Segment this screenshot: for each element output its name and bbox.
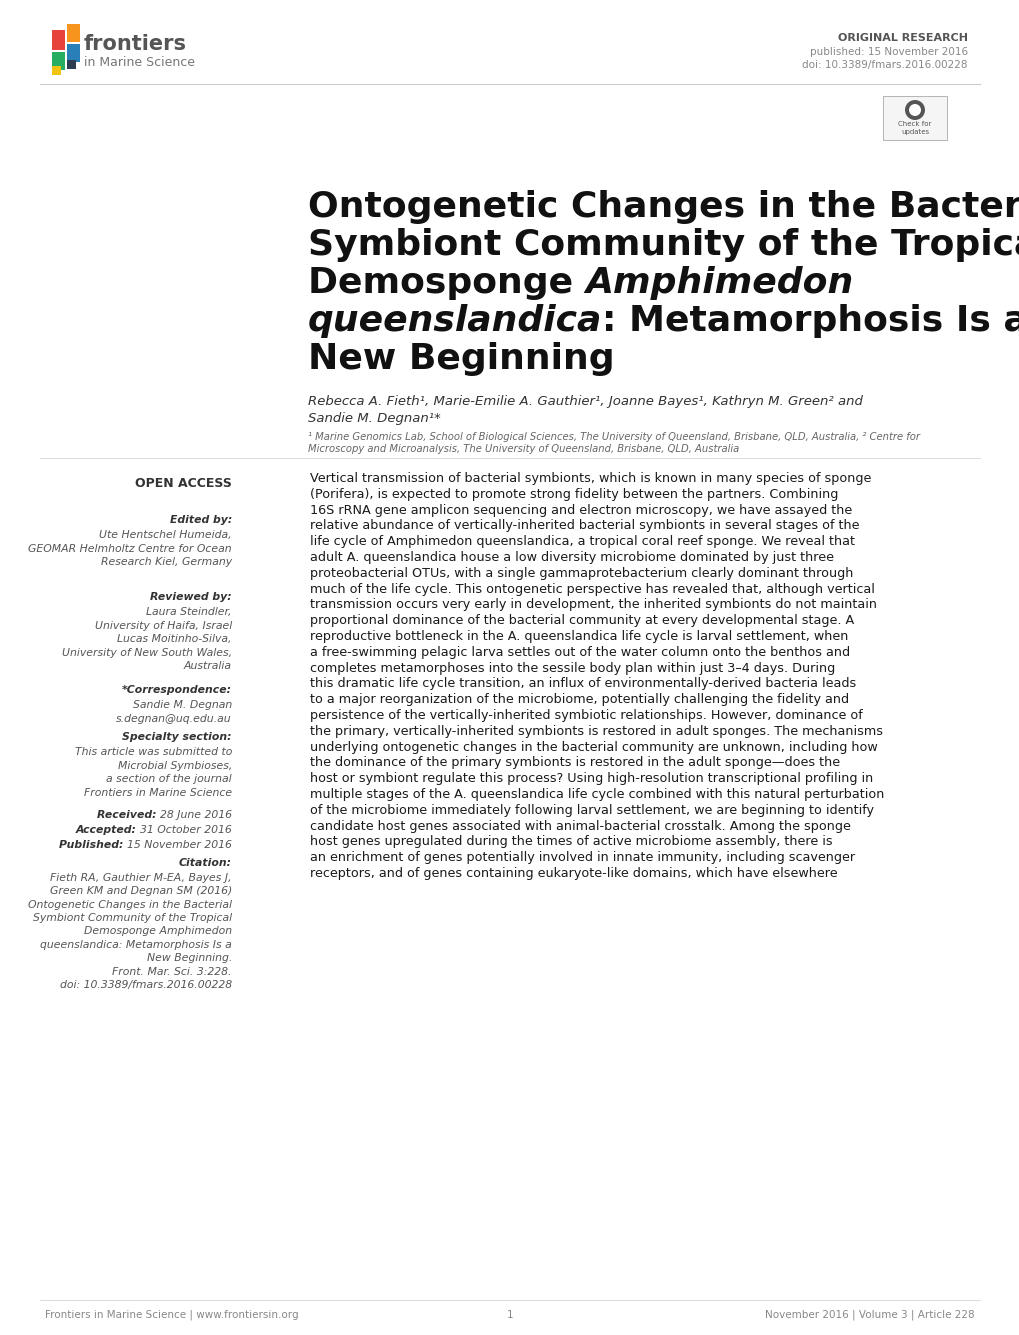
Text: Received:: Received: — [97, 810, 160, 820]
Text: Microscopy and Microanalysis, The University of Queensland, Brisbane, QLD, Austr: Microscopy and Microanalysis, The Univer… — [308, 445, 739, 454]
Text: Ontogenetic Changes in the Bacterial: Ontogenetic Changes in the Bacterial — [308, 190, 1019, 224]
Text: transmission occurs very early in development, the inherited symbionts do not ma: transmission occurs very early in develo… — [310, 598, 876, 611]
Text: *Correspondence:: *Correspondence: — [122, 685, 231, 696]
Text: 31 October 2016: 31 October 2016 — [141, 825, 231, 834]
Text: Check for
updates: Check for updates — [898, 121, 930, 135]
Text: Reviewed by:: Reviewed by: — [150, 591, 231, 602]
Text: 28 June 2016: 28 June 2016 — [160, 810, 231, 820]
Text: of the microbiome immediately following larval settlement, we are beginning to i: of the microbiome immediately following … — [310, 804, 873, 817]
Text: reproductive bottleneck in the A. queenslandica life cycle is larval settlement,: reproductive bottleneck in the A. queens… — [310, 630, 848, 643]
Text: underlying ontogenetic changes in the bacterial community are unknown, including: underlying ontogenetic changes in the ba… — [310, 741, 877, 753]
Text: 1: 1 — [506, 1310, 513, 1320]
Text: Rebecca A. Fieth¹, Marie-Emilie A. Gauthier¹, Joanne Bayes¹, Kathryn M. Green² a: Rebecca A. Fieth¹, Marie-Emilie A. Gauth… — [308, 395, 862, 409]
Text: Demosponge: Demosponge — [308, 266, 585, 300]
Text: published: 15 November 2016: published: 15 November 2016 — [809, 47, 967, 57]
Text: this dramatic life cycle transition, an influx of environmentally-derived bacter: this dramatic life cycle transition, an … — [310, 677, 855, 690]
Text: 16S rRNA gene amplicon sequencing and electron microscopy, we have assayed the: 16S rRNA gene amplicon sequencing and el… — [310, 503, 852, 517]
Text: ¹ Marine Genomics Lab, School of Biological Sciences, The University of Queensla: ¹ Marine Genomics Lab, School of Biologi… — [308, 433, 919, 442]
Text: New Beginning: New Beginning — [308, 342, 614, 376]
Text: much of the life cycle. This ontogenetic perspective has revealed that, although: much of the life cycle. This ontogenetic… — [310, 582, 874, 595]
Text: Accepted:: Accepted: — [75, 825, 141, 834]
Text: Sandie M. Degnan¹*: Sandie M. Degnan¹* — [308, 413, 440, 425]
Text: Amphimedon: Amphimedon — [585, 266, 853, 300]
Text: persistence of the vertically-inherited symbiotic relationships. However, domina: persistence of the vertically-inherited … — [310, 709, 862, 722]
Text: Citation:: Citation: — [178, 858, 231, 868]
Text: to a major reorganization of the microbiome, potentially challenging the fidelit: to a major reorganization of the microbi… — [310, 693, 848, 706]
Text: OPEN ACCESS: OPEN ACCESS — [135, 477, 231, 490]
Bar — [67, 44, 79, 61]
Text: a free-swimming pelagic larva settles out of the water column onto the benthos a: a free-swimming pelagic larva settles ou… — [310, 646, 849, 658]
Text: doi: 10.3389/fmars.2016.00228: doi: 10.3389/fmars.2016.00228 — [802, 60, 967, 69]
Text: 15 November 2016: 15 November 2016 — [127, 840, 231, 850]
Text: ORIGINAL RESEARCH: ORIGINAL RESEARCH — [838, 33, 967, 43]
Bar — [882, 96, 946, 140]
Text: an enrichment of genes potentially involved in innate immunity, including scaven: an enrichment of genes potentially invol… — [310, 852, 854, 864]
Text: life cycle of Amphimedon queenslandica, a tropical coral reef sponge. We reveal : life cycle of Amphimedon queenslandica, … — [310, 535, 854, 549]
Text: Specialty section:: Specialty section: — [122, 732, 231, 742]
Text: Fieth RA, Gauthier M-EA, Bayes J,
Green KM and Degnan SM (2016)
Ontogenetic Chan: Fieth RA, Gauthier M-EA, Bayes J, Green … — [28, 873, 231, 989]
Circle shape — [904, 100, 924, 120]
Text: Sandie M. Degnan
s.degnan@uq.edu.au: Sandie M. Degnan s.degnan@uq.edu.au — [116, 700, 231, 724]
Text: Ute Hentschel Humeida,
GEOMAR Helmholtz Centre for Ocean
Research Kiel, Germany: Ute Hentschel Humeida, GEOMAR Helmholtz … — [29, 530, 231, 567]
Text: November 2016 | Volume 3 | Article 228: November 2016 | Volume 3 | Article 228 — [764, 1310, 974, 1320]
Text: Frontiers in Marine Science | www.frontiersin.org: Frontiers in Marine Science | www.fronti… — [45, 1310, 299, 1320]
Text: the dominance of the primary symbionts is restored in the adult sponge—does the: the dominance of the primary symbionts i… — [310, 757, 840, 769]
Text: host genes upregulated during the times of active microbiome assembly, there is: host genes upregulated during the times … — [310, 836, 832, 849]
Bar — [67, 60, 76, 69]
Bar — [52, 65, 61, 75]
Text: Vertical transmission of bacterial symbionts, which is known in many species of : Vertical transmission of bacterial symbi… — [310, 473, 870, 485]
Text: candidate host genes associated with animal-bacterial crosstalk. Among the spong: candidate host genes associated with ani… — [310, 820, 850, 833]
Text: receptors, and of genes containing eukaryote-like domains, which have elsewhere: receptors, and of genes containing eukar… — [310, 866, 837, 880]
Text: queenslandica: queenslandica — [308, 304, 602, 338]
Text: : Metamorphosis Is a: : Metamorphosis Is a — [602, 304, 1019, 338]
Circle shape — [908, 104, 920, 116]
Text: Symbiont Community of the Tropical: Symbiont Community of the Tropical — [308, 228, 1019, 262]
Text: This article was submitted to
Microbial Symbioses,
a section of the journal
Fron: This article was submitted to Microbial … — [74, 748, 231, 798]
Text: proportional dominance of the bacterial community at every developmental stage. : proportional dominance of the bacterial … — [310, 614, 854, 627]
Text: host or symbiont regulate this process? Using high-resolution transcriptional pr: host or symbiont regulate this process? … — [310, 772, 872, 785]
Text: multiple stages of the A. queenslandica life cycle combined with this natural pe: multiple stages of the A. queenslandica … — [310, 788, 883, 801]
Bar — [67, 24, 79, 41]
Text: completes metamorphoses into the sessile body plan within just 3–4 days. During: completes metamorphoses into the sessile… — [310, 662, 835, 674]
Text: Edited by:: Edited by: — [169, 515, 231, 525]
Bar — [52, 52, 65, 69]
Text: Laura Steindler,
University of Haifa, Israel
Lucas Moitinho-Silva,
University of: Laura Steindler, University of Haifa, Is… — [62, 607, 231, 672]
Text: adult A. queenslandica house a low diversity microbiome dominated by just three: adult A. queenslandica house a low diver… — [310, 551, 834, 563]
Text: Published:: Published: — [59, 840, 127, 850]
Text: frontiers: frontiers — [84, 33, 186, 53]
Text: (Porifera), is expected to promote strong fidelity between the partners. Combini: (Porifera), is expected to promote stron… — [310, 487, 838, 501]
Text: proteobacterial OTUs, with a single gammaprotebacterium clearly dominant through: proteobacterial OTUs, with a single gamm… — [310, 567, 853, 579]
Bar — [52, 29, 65, 49]
Text: relative abundance of vertically-inherited bacterial symbionts in several stages: relative abundance of vertically-inherit… — [310, 519, 859, 533]
Text: the primary, vertically-inherited symbionts is restored in adult sponges. The me: the primary, vertically-inherited symbio… — [310, 725, 882, 738]
Text: in Marine Science: in Marine Science — [84, 56, 195, 68]
